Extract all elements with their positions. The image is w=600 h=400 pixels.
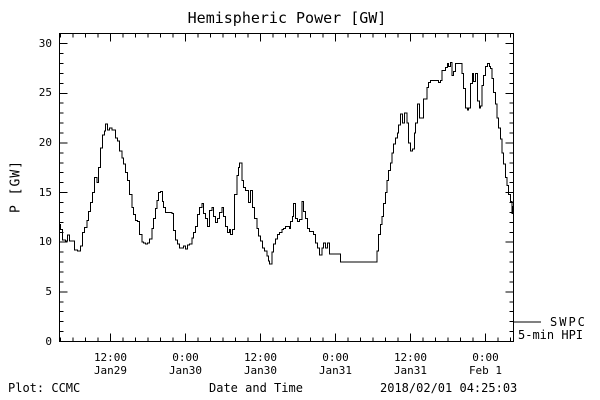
x-tick-label: 12:00 Jan30 [243, 351, 278, 377]
x-tick-label: 12:00 Jan29 [93, 351, 128, 377]
chart-title: Hemispheric Power [GW] [187, 9, 387, 27]
legend-series-sub: 5-min HPI [518, 328, 584, 342]
y-tick-label: 20 [38, 135, 52, 149]
y-tick-label: 5 [45, 284, 52, 298]
x-tick-label: 0:00 Feb 1 [468, 351, 503, 377]
x-tick-label: 12:00 Jan31 [393, 351, 428, 377]
y-tick-label: 10 [38, 235, 52, 249]
x-tick-label: 0:00 Jan30 [168, 351, 203, 377]
legend-series-name: SWPC [550, 315, 587, 329]
y-axis-label: P [GW] [8, 160, 24, 213]
footer-plot-source: Plot: CCMC [8, 381, 81, 395]
x-axis-title: Date and Time [209, 381, 303, 395]
hpi-data-line [59, 61, 514, 265]
plot-frame [59, 33, 514, 342]
x-tick-label: 0:00 Jan31 [318, 351, 353, 377]
y-tick-label: 0 [45, 334, 52, 348]
y-tick-label: 30 [38, 36, 52, 50]
y-tick-label: 25 [38, 86, 52, 100]
footer-timestamp: 2018/02/01 04:25:03 [380, 381, 518, 395]
y-tick-label: 15 [38, 185, 52, 199]
